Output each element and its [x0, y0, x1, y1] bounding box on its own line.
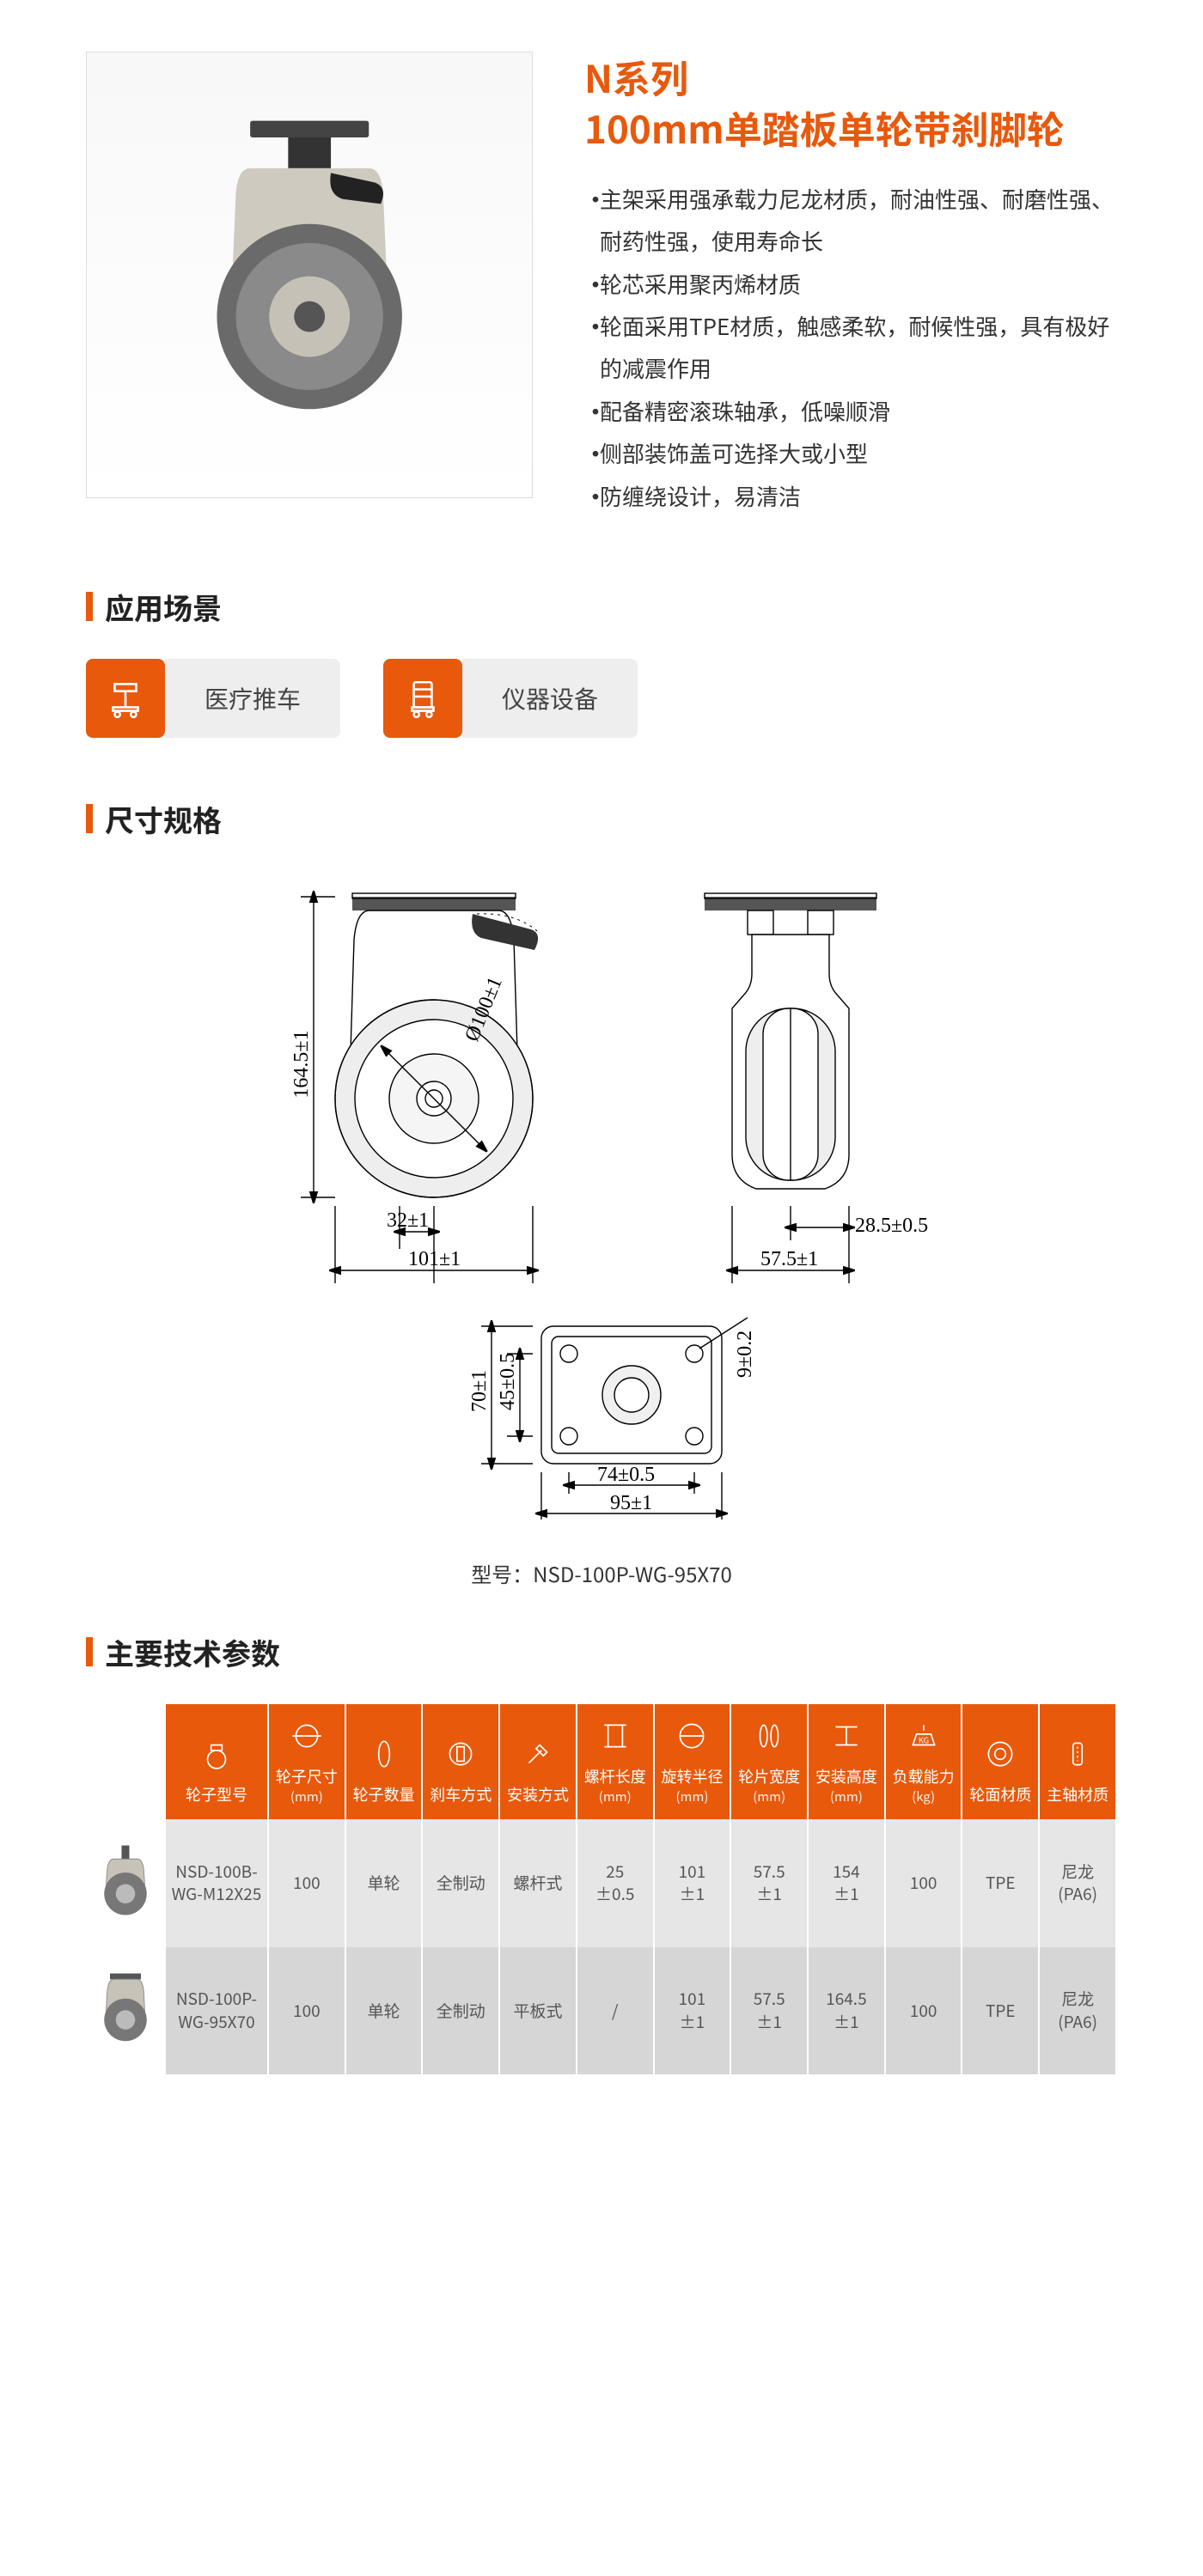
spec-header: KG负载能力(kg): [885, 1704, 962, 1819]
spec-header: 轮面材质: [962, 1704, 1039, 1819]
table-cell: 尼龙(PA6): [1039, 1819, 1116, 1947]
dim-height: 164.5±1: [290, 1030, 313, 1098]
table-cell: 164.5±1: [808, 1947, 885, 2075]
spec-header: 轮子尺寸(mm): [268, 1704, 345, 1819]
equipment-icon: [383, 659, 462, 738]
spec-header: 刹车方式: [422, 1704, 499, 1819]
dim-side-half: 28.5±0.5: [855, 1215, 928, 1237]
spec-header: 螺杆长度(mm): [577, 1704, 654, 1819]
table-cell: 154±1: [808, 1819, 885, 1947]
product-photo: [86, 52, 533, 498]
table-cell: 101±1: [654, 1819, 731, 1947]
dim-side-width: 57.5±1: [760, 1248, 818, 1270]
spec-header: 旋转半径(mm): [654, 1704, 731, 1819]
feature-item: 配备精密滚珠轴承，低噪顺滑: [584, 390, 1117, 432]
spec-header: 安装方式: [499, 1704, 577, 1819]
table-cell: 101±1: [654, 1947, 731, 2075]
table-cell: 平板式: [499, 1947, 577, 2075]
table-cell: 57.5±1: [730, 1947, 808, 2075]
row-thumbnail: [86, 1819, 165, 1947]
feature-item: 防缠绕设计，易清洁: [584, 475, 1117, 517]
dim-plate-h-inner: 45±0.5: [497, 1353, 519, 1410]
table-cell: TPE: [962, 1819, 1039, 1947]
section-heading-label: 尺寸规格: [105, 798, 222, 840]
spec-header: 安装高度(mm): [808, 1704, 885, 1819]
spec-header: 主轴材质: [1039, 1704, 1116, 1819]
dim-plate-h: 70±1: [468, 1370, 491, 1412]
table-cell: 尼龙(PA6): [1039, 1947, 1116, 2075]
section-heading-specs: 主要技术参数: [86, 1631, 1117, 1673]
dimension-diagram: Ø100±1 164.5±1 32±1 101±1: [86, 871, 1117, 1588]
table-cell: 57.5±1: [730, 1819, 808, 1947]
application-label: 医疗推车: [165, 659, 340, 738]
spec-header: 轮子型号: [165, 1704, 268, 1819]
section-heading-applications: 应用场景: [86, 586, 1117, 628]
table-cell: 100: [885, 1947, 962, 2075]
table-cell: 单轮: [345, 1819, 423, 1947]
feature-item: 主架采用强承载力尼龙材质，耐油性强、耐磨性强、耐药性强，使用寿命长: [584, 178, 1117, 263]
table-row: NSD-100B-WG-M12X25100单轮全制动螺杆式25±0.5101±1…: [86, 1819, 1116, 1947]
dim-plate-w: 95±1: [610, 1492, 652, 1514]
table-cell: 螺杆式: [499, 1819, 577, 1947]
feature-item: 侧部装饰盖可选择大或小型: [584, 432, 1117, 474]
title-line2: 100mm单踏板单轮带刹脚轮: [584, 100, 1065, 155]
svg-text:KG: KG: [918, 1733, 928, 1745]
table-cell: 全制动: [422, 1947, 499, 2075]
table-cell: 全制动: [422, 1819, 499, 1947]
section-heading-dimensions: 尺寸规格: [86, 798, 1117, 840]
table-cell: TPE: [962, 1947, 1039, 2075]
table-row: NSD-100P-WG-95X70100单轮全制动平板式/101±157.5±1…: [86, 1947, 1116, 2075]
title-line1: N系列: [584, 49, 688, 104]
row-thumbnail: [86, 1947, 165, 2075]
table-cell: NSD-100B-WG-M12X25: [165, 1819, 268, 1947]
dim-hole: 9±0.2: [734, 1331, 756, 1378]
table-cell: 100: [268, 1947, 345, 2075]
section-heading-label: 应用场景: [105, 586, 222, 628]
application-label: 仪器设备: [462, 659, 638, 738]
dim-plate-w-inner: 74±0.5: [597, 1464, 655, 1486]
spec-header: 轮片宽度(mm): [730, 1704, 808, 1819]
table-cell: /: [577, 1947, 654, 2075]
cart-icon: [86, 659, 165, 738]
model-caption: 型号：NSD-100P-WG-95X70: [471, 1558, 732, 1588]
table-cell: 100: [885, 1819, 962, 1947]
table-cell: 单轮: [345, 1947, 423, 2075]
product-title: N系列 100mm单踏板单轮带刹脚轮: [584, 52, 1117, 154]
feature-list: 主架采用强承载力尼龙材质，耐油性强、耐磨性强、耐药性强，使用寿命长 轮芯采用聚丙…: [584, 178, 1117, 517]
spec-header: 轮子数量: [345, 1704, 423, 1819]
feature-item: 轮芯采用聚丙烯材质: [584, 263, 1117, 305]
table-cell: 25±0.5: [577, 1819, 654, 1947]
table-cell: NSD-100P-WG-95X70: [165, 1947, 268, 2075]
application-chip-equipment: 仪器设备: [383, 659, 638, 738]
application-chip-medical: 医疗推车: [86, 659, 340, 738]
spec-table: 轮子型号 轮子尺寸(mm) 轮子数量 刹车方式 安装方式 螺杆长度(mm) 旋转…: [86, 1704, 1117, 2074]
table-cell: 100: [268, 1819, 345, 1947]
dim-front-width: 101±1: [408, 1248, 461, 1270]
section-heading-label: 主要技术参数: [105, 1631, 280, 1673]
dim-offset: 32±1: [387, 1209, 429, 1232]
feature-item: 轮面采用TPE材质，触感柔软，耐候性强，具有极好的减震作用: [584, 305, 1117, 390]
